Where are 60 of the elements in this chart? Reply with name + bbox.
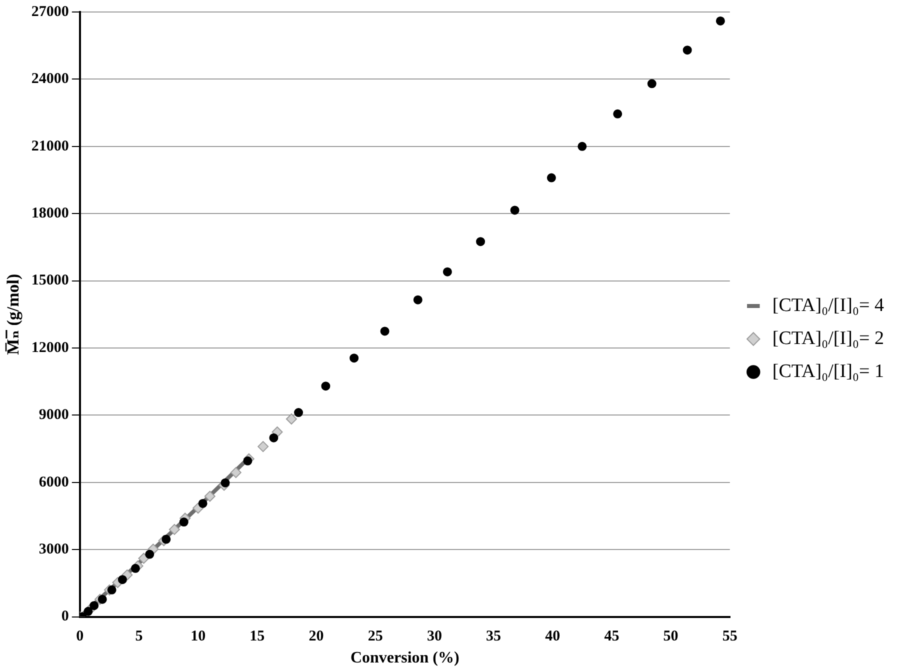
point — [107, 585, 116, 594]
point — [442, 267, 452, 276]
x-tick-label: 35 — [486, 628, 502, 645]
x-tick-label: 0 — [76, 628, 84, 645]
point — [258, 441, 269, 452]
point — [546, 173, 556, 182]
point — [118, 575, 127, 584]
y-axis-title: M̅ₙ̅ (g/mol) — [4, 274, 23, 355]
x-axis-title: Conversion (%) — [350, 650, 460, 667]
y-tick-label: 0 — [61, 608, 69, 625]
x-tick-label: 55 — [722, 628, 738, 645]
point — [179, 518, 188, 527]
point — [321, 382, 330, 391]
point — [130, 564, 140, 573]
y-tick-label: 6000 — [38, 474, 69, 490]
point — [510, 206, 520, 215]
point — [413, 295, 422, 304]
point — [204, 490, 216, 502]
point — [90, 601, 99, 610]
x-tick-label: 50 — [663, 628, 678, 645]
y-tick-label: 27000 — [31, 4, 69, 20]
x-tick-label: 40 — [545, 628, 560, 645]
point — [476, 237, 486, 246]
y-tick-label: 3000 — [38, 541, 69, 558]
legend-label: [CTA]₀/[I]₀= 1 — [772, 360, 884, 382]
point — [145, 550, 154, 559]
point — [716, 16, 725, 26]
point — [84, 606, 93, 616]
y-tick-label: 24000 — [31, 71, 69, 88]
point — [380, 326, 390, 336]
y-tick-label: 18000 — [31, 205, 69, 222]
x-tick-label: 25 — [368, 628, 383, 645]
point — [230, 467, 242, 478]
point — [162, 534, 171, 544]
legend-label: [CTA]₀/[I]₀= 2 — [772, 328, 884, 349]
y-tick-label: 12000 — [31, 340, 69, 356]
point — [682, 46, 692, 55]
point — [578, 142, 587, 151]
point — [647, 79, 656, 88]
point — [613, 109, 622, 118]
y-tick-label: 21000 — [31, 138, 69, 154]
point — [269, 433, 278, 442]
x-tick-label: 45 — [604, 628, 620, 645]
y-tick-label: 15000 — [31, 272, 69, 289]
x-tick-label: 5 — [135, 628, 143, 645]
legend-label: [CTA]₀/[I]₀= 4 — [772, 294, 884, 316]
point — [350, 354, 359, 363]
x-tick-label: 20 — [308, 628, 324, 645]
point — [294, 408, 304, 418]
x-tick-label: 15 — [250, 628, 265, 645]
point — [198, 498, 208, 508]
point — [138, 552, 150, 564]
point — [243, 456, 252, 466]
point — [168, 524, 180, 535]
point — [98, 594, 107, 604]
y-tick-label: 9000 — [38, 407, 69, 424]
point — [220, 478, 230, 488]
x-tick-label: 30 — [426, 628, 442, 645]
x-tick-label: 10 — [190, 628, 206, 645]
point — [286, 414, 297, 425]
